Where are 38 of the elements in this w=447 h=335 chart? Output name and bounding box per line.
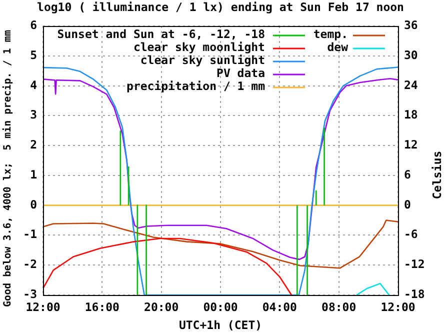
y2-tick-label: -6 <box>404 227 418 242</box>
y2-axis-title: Celsius <box>430 150 444 200</box>
y-tick-label: 2 <box>30 138 37 152</box>
y-tick-label: 0 <box>30 197 38 212</box>
y2-tick-label: 30 <box>404 48 418 62</box>
y2-tick-label: 36 <box>404 18 418 32</box>
y2-tick-label: -18 <box>404 286 425 301</box>
y2-tick-label: 24 <box>404 78 418 92</box>
legend-label: PV data <box>216 66 266 80</box>
x-axis-title: UTC+1h (CET) <box>178 318 262 332</box>
y-tick-label: -2 <box>23 257 37 272</box>
y-tick-label: 6 <box>30 18 38 32</box>
y-tick-label: 3 <box>30 108 38 122</box>
legend-label: clear sky sunlight <box>140 52 266 67</box>
legend-label: dew <box>327 40 348 54</box>
y-tick-label: -3 <box>23 286 38 301</box>
legend-label: Sunset and Sun at -6, -12, -18 <box>57 26 266 41</box>
x-tick-label: 00:00 <box>203 300 238 314</box>
y-tick-label: 1 <box>30 167 38 182</box>
y2-tick-label: 0 <box>404 197 411 212</box>
x-tick-label: 08:00 <box>322 300 356 314</box>
y2-tick-label: -12 <box>404 257 425 272</box>
x-tick-label: 12:00 <box>380 300 416 314</box>
y2-tick-label: 18 <box>404 108 418 122</box>
y-axis-title: Good below 3.6, 4000 lx; 5 min precip. / 1 mm <box>2 30 14 307</box>
x-tick-label: 04:00 <box>262 300 298 314</box>
y2-tick-label: 12 <box>404 138 418 152</box>
x-tick-label: 16:00 <box>84 300 120 314</box>
x-tick-label: 12:00 <box>26 300 60 314</box>
legend-label: temp. <box>313 26 348 41</box>
chart-title: log10 ( illuminance / 1 lx) ending at Sun Feb 17 noon <box>37 0 404 14</box>
y-tick-label: -1 <box>23 227 38 242</box>
legend-label: clear sky moonlight <box>133 40 266 54</box>
x-tick-label: 20:00 <box>144 300 179 314</box>
y2-tick-label: 6 <box>404 167 411 182</box>
y-tick-label: 5 <box>30 48 38 62</box>
y-tick-label: 4 <box>30 78 38 92</box>
legend-label: precipitation / 1 mm <box>126 78 266 93</box>
